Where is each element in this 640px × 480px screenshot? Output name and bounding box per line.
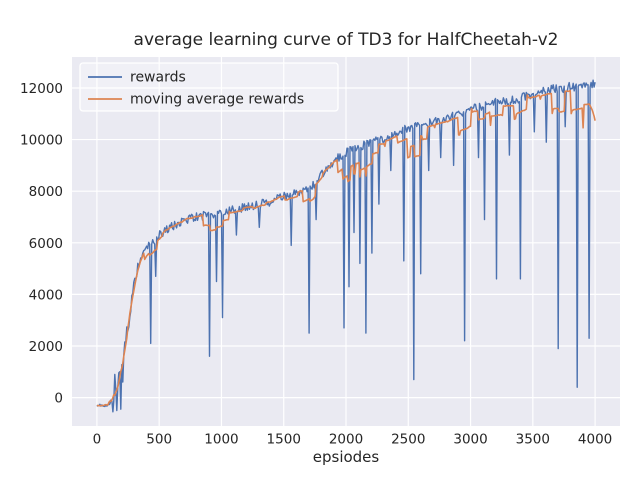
legend-label: rewards [130, 70, 186, 86]
y-tick-label: 6000 [29, 236, 63, 252]
x-tick-label: 3000 [453, 432, 487, 448]
y-tick-label: 4000 [29, 287, 63, 303]
legend-label: moving average rewards [130, 92, 304, 108]
y-tick-label: 10000 [20, 133, 63, 149]
y-tick-label: 0 [54, 391, 63, 407]
x-tick-label: 2500 [391, 432, 425, 448]
x-tick-label: 2000 [329, 432, 363, 448]
x-tick-label: 1500 [267, 432, 301, 448]
x-tick-label: 3500 [516, 432, 550, 448]
x-tick-label: 4000 [578, 432, 612, 448]
series-moving-average-line [96, 89, 596, 407]
x-tick-label: 500 [146, 432, 172, 448]
x-tick-label: 1000 [204, 432, 238, 448]
series-rewards-line [96, 79, 596, 413]
chart-title: average learning curve of TD3 for HalfCh… [134, 30, 559, 50]
y-tick-label: 8000 [29, 184, 63, 200]
x-tick-label: 0 [93, 432, 102, 448]
legend-box [79, 62, 339, 112]
y-tick-label: 2000 [29, 339, 63, 355]
x-axis-label: epsiodes [313, 448, 380, 466]
y-tick-label: 12000 [20, 81, 63, 97]
